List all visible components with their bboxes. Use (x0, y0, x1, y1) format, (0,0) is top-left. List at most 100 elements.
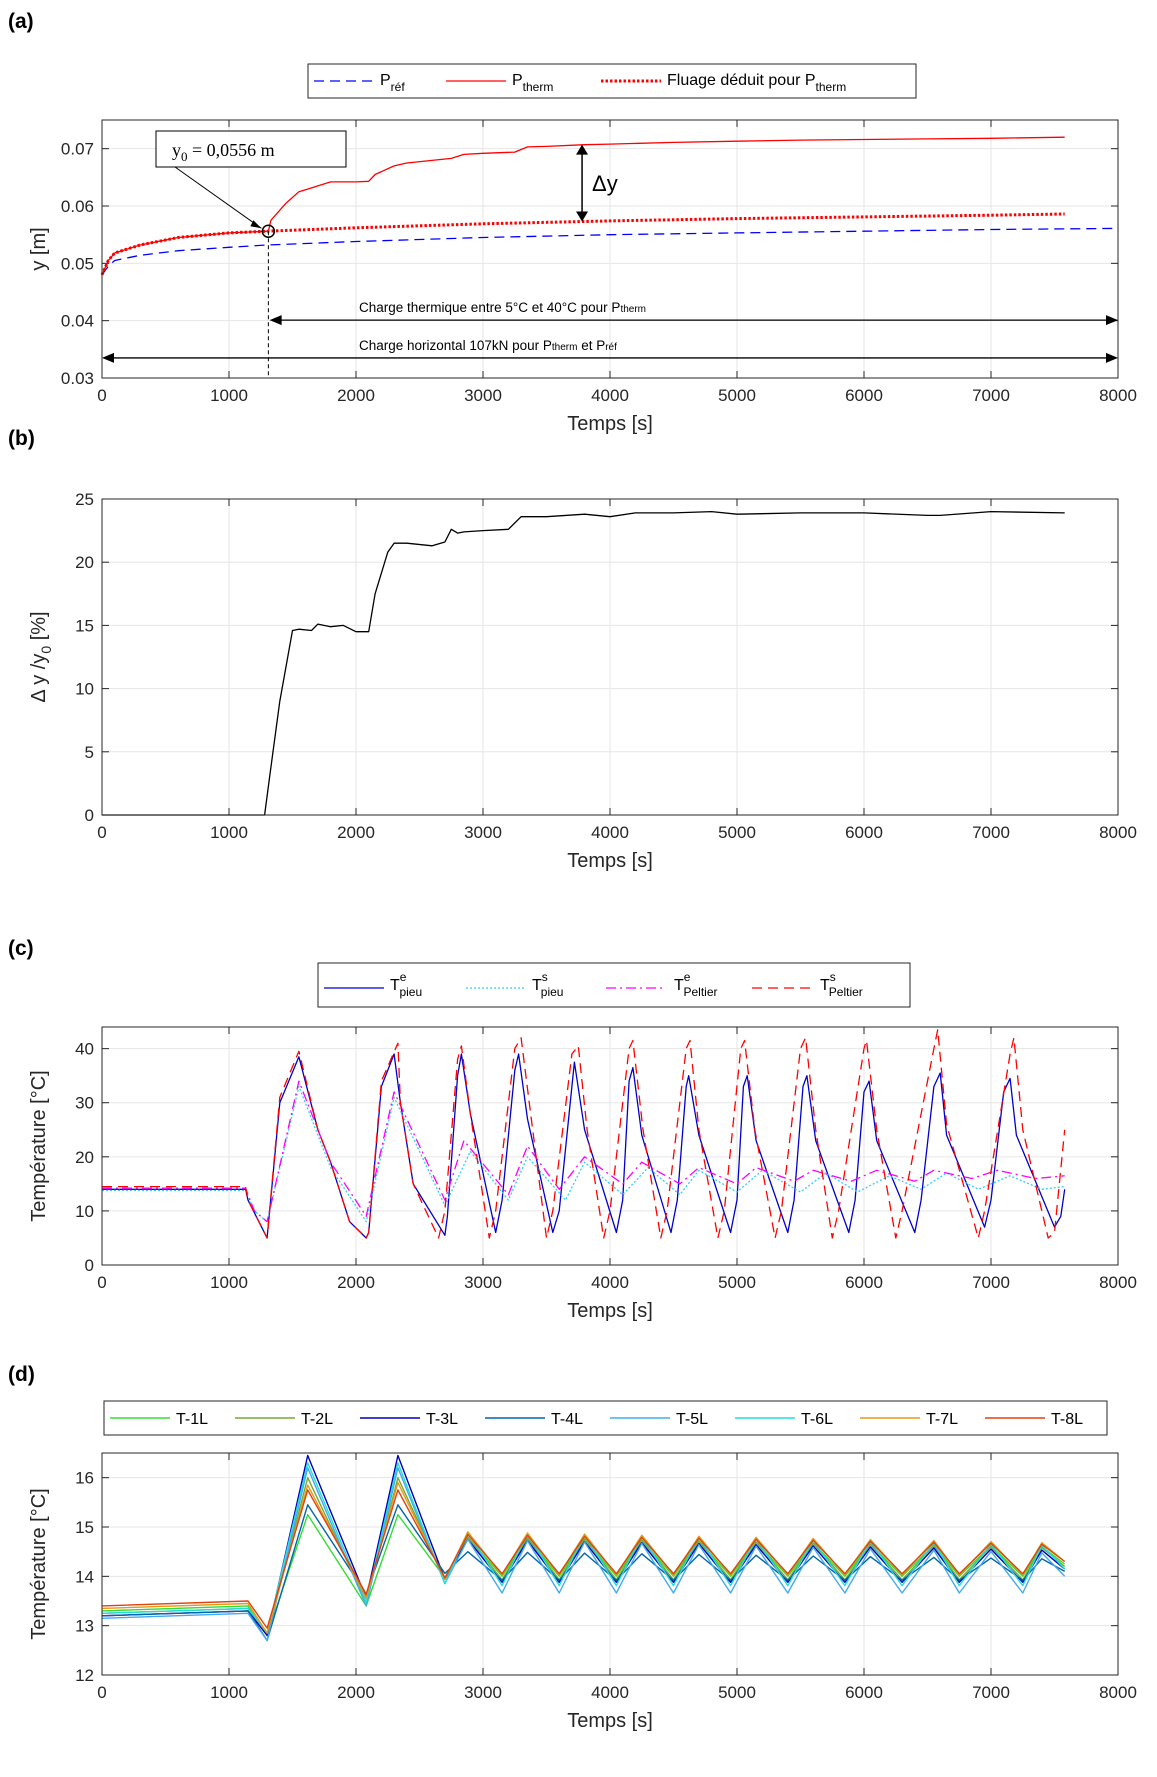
horizontal-load-text: Charge horizontal 107kN pour Ptherm et P… (359, 338, 617, 353)
panel-label-b: (b) (8, 427, 35, 450)
legend-label-4: T-5L (676, 1411, 708, 1428)
ytick-label: 12 (75, 1666, 94, 1685)
legend-label-1: Ptherm (512, 72, 553, 94)
ytick-label: 0.03 (61, 369, 94, 388)
legend-label-7: T-8L (1051, 1411, 1083, 1428)
legend-label-1: T-2L (301, 1411, 333, 1428)
series-line-1 (102, 1085, 1065, 1223)
grid (101, 1027, 1119, 1266)
y0-box (155, 130, 347, 168)
delta-arrow-head-top (576, 144, 589, 155)
delta-label: Δy (592, 171, 618, 196)
axes-frame (101, 498, 1119, 816)
xtick-label: 6000 (845, 386, 883, 405)
ytick-label: 15 (75, 616, 94, 635)
legend-label-6: T-7L (926, 1411, 958, 1428)
axes-frame (101, 1452, 1119, 1676)
series-line-2 (101, 1454, 1066, 1637)
xtick-label: 3000 (464, 386, 502, 405)
xtick-label: 2000 (337, 1683, 375, 1702)
ytick-label: 0.06 (61, 197, 94, 216)
legend-d: T-1L T-2L T-3L T-4L T-5L T-6L T-7L T-8L (103, 1400, 1108, 1436)
ytick-label: 16 (75, 1469, 94, 1488)
series-line-7 (101, 1489, 1066, 1629)
thermal-load-text: Charge thermique entre 5°C et 40°C pour … (359, 300, 646, 315)
y-axis-label: Température [°C] (28, 1488, 50, 1639)
xtick-label: 5000 (718, 1273, 756, 1292)
y0-pointer-head (250, 220, 262, 229)
ytick-label: 40 (75, 1040, 94, 1059)
xtick-label: 2000 (337, 1273, 375, 1292)
xtick-label: 8000 (1099, 386, 1137, 405)
panel-label-d: (d) (8, 1363, 35, 1386)
horizontal-load-arrow-head-right (1106, 352, 1118, 363)
legend-label-0: Préf (380, 72, 405, 94)
ytick-label: 13 (75, 1617, 94, 1636)
xtick-label: 0 (97, 1273, 106, 1292)
xtick-label: 4000 (591, 386, 629, 405)
ytick-label: 0 (85, 1256, 94, 1275)
xtick-label: 8000 (1099, 1273, 1137, 1292)
series-line-5 (101, 1462, 1066, 1634)
series-line-4 (101, 1467, 1066, 1642)
legend-label-3: Ts Peltier (820, 970, 863, 999)
x-axis-label: Temps [s] (567, 1300, 653, 1322)
legend-label-0: T-1L (176, 1411, 208, 1428)
y0-marker (261, 224, 276, 238)
xtick-label: 7000 (972, 1683, 1010, 1702)
ytick-label: 30 (75, 1094, 94, 1113)
ytick-label: 10 (75, 680, 94, 699)
ytick-label: 15 (75, 1518, 94, 1537)
panel-a: 0 1000 2000 3000 4000 5000 6000 7000 8000 0.03 0.0… (28, 63, 1137, 435)
series-line-2 (100, 212, 1065, 276)
xtick-label: 5000 (718, 1683, 756, 1702)
panel-label-a: (a) (8, 10, 34, 33)
series-line-3 (102, 1029, 1066, 1239)
ytick-label: 5 (85, 743, 94, 762)
y-axis-label: y [m] (28, 227, 50, 270)
legend-label-1: Ts pieu (532, 970, 563, 999)
series-line-0 (101, 1514, 1066, 1637)
legend-label-2: Te Peltier (674, 970, 717, 999)
xtick-label: 1000 (210, 1683, 248, 1702)
xtick-label: 5000 (718, 823, 756, 842)
xtick-label: 8000 (1099, 823, 1137, 842)
x-axis-label: Temps [s] (567, 413, 653, 435)
xtick-label: 7000 (972, 823, 1010, 842)
legend-label-2: T-3L (426, 1411, 458, 1428)
series-line-0 (102, 510, 1065, 816)
ytick-label: 20 (75, 1148, 94, 1167)
panel-label-c: (c) (8, 937, 34, 960)
xtick-label: 8000 (1099, 1683, 1137, 1702)
thermal-load-arrow-head-right (1106, 315, 1118, 326)
ytick-label: 25 (75, 490, 94, 509)
xtick-label: 0 (97, 1683, 106, 1702)
legend-label-2: Fluage déduit pour Ptherm (667, 72, 846, 94)
xtick-label: 6000 (845, 1273, 883, 1292)
axes-frame (101, 1026, 1119, 1266)
thermal-load-arrow-head-left (269, 315, 282, 326)
panel-b: 0 1000 2000 3000 4000 5000 6000 7000 8000 0 5 10 15 2… (28, 490, 1137, 872)
xtick-label: 6000 (845, 1683, 883, 1702)
x-axis-label: Temps [s] (567, 1710, 653, 1732)
horizontal-load-arrow-head-left (102, 352, 114, 363)
legend-a: Préf Ptherm Fluage déduit pour Ptherm (307, 63, 917, 99)
xtick-label: 4000 (591, 1273, 629, 1292)
xtick-label: 7000 (972, 1273, 1010, 1292)
series-group (102, 510, 1065, 816)
series-group (101, 1454, 1066, 1642)
series-line-2 (102, 1080, 1065, 1223)
xtick-label: 0 (97, 386, 106, 405)
series-line-0 (102, 1053, 1066, 1239)
xtick-label: 4000 (591, 1683, 629, 1702)
legend-label-0: Te pieu (390, 970, 422, 999)
xtick-label: 1000 (210, 823, 248, 842)
legend-label-3: T-4L (551, 1411, 583, 1428)
y0-label: y0 = 0,0556 m (172, 140, 275, 164)
ytick-label: 14 (75, 1567, 94, 1586)
x-axis-label: Temps [s] (567, 850, 653, 872)
ytick-label: 10 (75, 1202, 94, 1221)
delta-arrow-head-bottom (576, 211, 589, 222)
ytick-label: 0.05 (61, 254, 94, 273)
